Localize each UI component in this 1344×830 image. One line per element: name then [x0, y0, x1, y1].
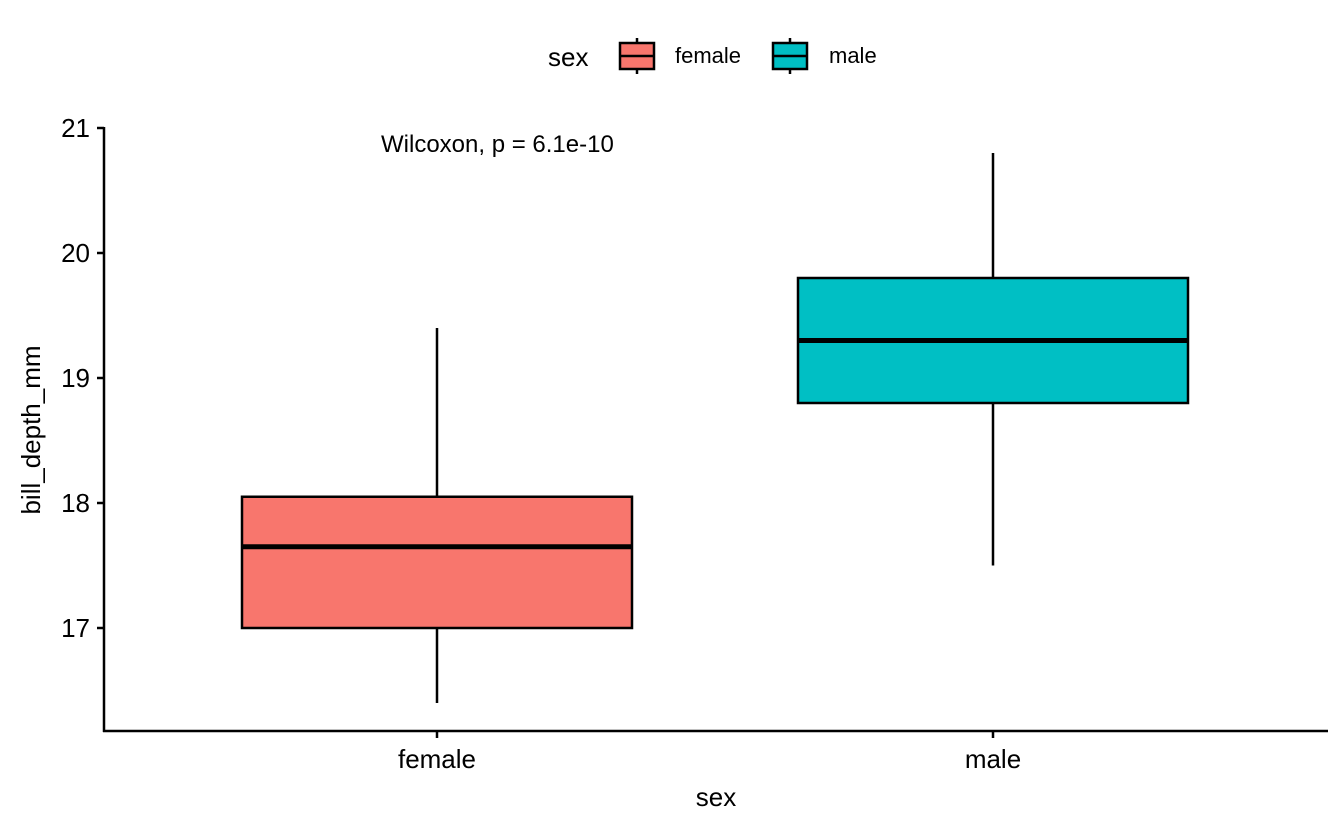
box-male	[796, 153, 1190, 566]
box-iqr	[240, 495, 634, 630]
legend-key-female	[618, 38, 656, 74]
x-ticks: female male	[398, 731, 1021, 774]
wilcoxon-annotation: Wilcoxon, p = 6.1e-10	[381, 131, 614, 158]
legend-label-female: female	[675, 43, 741, 68]
y-tick-label: 21	[61, 113, 90, 143]
x-tick-label-female: female	[398, 744, 476, 774]
legend: sex female male	[548, 38, 877, 74]
x-tick-label-male: male	[965, 744, 1021, 774]
box-female	[240, 328, 634, 703]
y-tick-label: 19	[61, 363, 90, 393]
y-tick-label: 20	[61, 238, 90, 268]
y-tick-label: 18	[61, 488, 90, 518]
y-ticks: 17 18 19 20 21	[61, 113, 104, 643]
x-axis-title: sex	[696, 782, 736, 812]
legend-key-male	[771, 38, 809, 74]
legend-label-male: male	[829, 43, 877, 68]
boxes	[240, 153, 1190, 703]
legend-title: sex	[548, 42, 588, 72]
y-axis-title: bill_depth_mm	[16, 345, 46, 514]
y-tick-label: 17	[61, 613, 90, 643]
